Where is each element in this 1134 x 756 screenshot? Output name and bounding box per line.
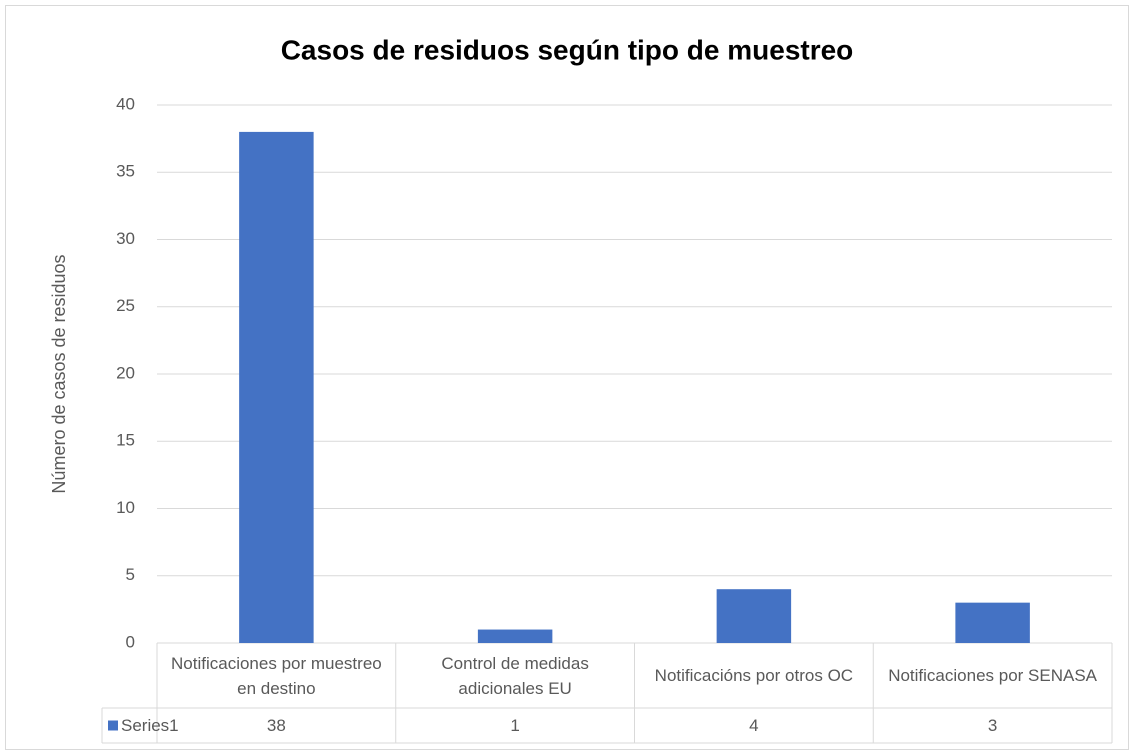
y-tick-label: 10 (116, 498, 135, 517)
y-tick-label: 40 (116, 94, 135, 113)
chart-border (5, 5, 1129, 750)
legend-key (108, 720, 118, 731)
bar (477, 629, 553, 643)
y-tick-label: 35 (116, 162, 135, 181)
table-value: 38 (267, 716, 286, 735)
y-tick-label: 15 (116, 431, 135, 450)
table-value: 3 (988, 716, 997, 735)
bar (955, 602, 1030, 643)
bar (716, 589, 792, 643)
y-axis-label: Número de casos de residuos (49, 254, 69, 493)
chart-title: Casos de residuos según tipo de muestreo (281, 34, 854, 65)
y-tick-label: 5 (126, 565, 135, 584)
x-tick-label: Notificaciones por SENASA (888, 666, 1098, 685)
y-tick-label: 20 (116, 363, 135, 382)
x-tick-label: Notificacións por otros OC (654, 666, 854, 685)
y-tick-label: 25 (116, 296, 135, 315)
table-value: 1 (510, 716, 519, 735)
y-tick-label: 30 (116, 229, 135, 248)
x-tick-label: Control de medidas adicionales EU (441, 653, 589, 698)
legend-label: Series1 (121, 716, 179, 735)
y-tick-label: 0 (126, 632, 135, 651)
x-tick-label: Notificaciones por muestreo en destino (171, 653, 382, 698)
table-value: 4 (749, 716, 758, 735)
bar (239, 131, 314, 643)
